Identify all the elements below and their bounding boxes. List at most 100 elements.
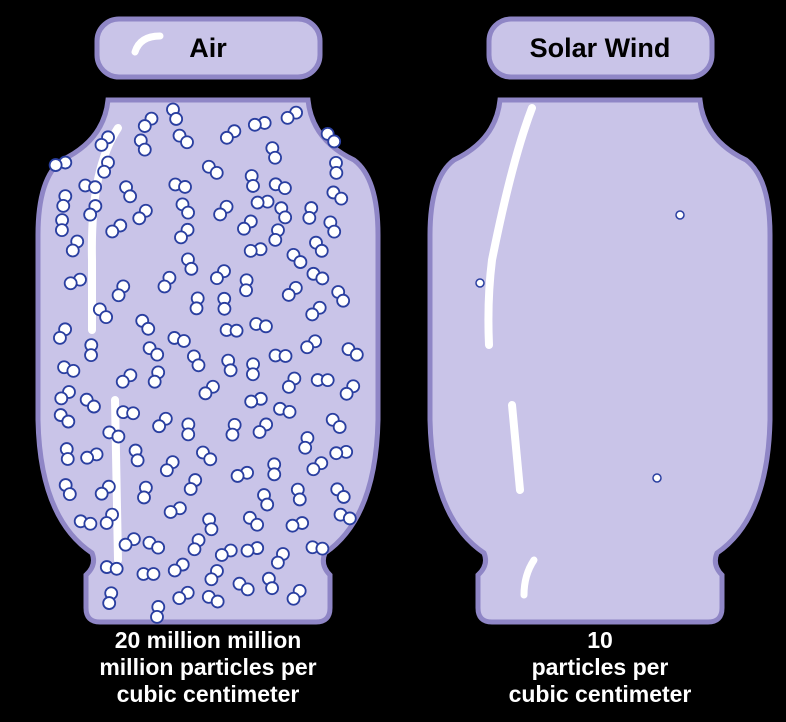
molecule bbox=[78, 178, 103, 195]
atom bbox=[265, 581, 279, 596]
atom bbox=[189, 301, 204, 316]
atom bbox=[88, 180, 103, 195]
molecule bbox=[286, 247, 308, 269]
molecule bbox=[221, 353, 238, 378]
molecule bbox=[247, 116, 272, 132]
particle bbox=[475, 278, 485, 288]
atom bbox=[305, 307, 320, 322]
molecule bbox=[196, 445, 218, 467]
molecule bbox=[204, 564, 224, 587]
atom bbox=[314, 243, 329, 258]
molecule bbox=[111, 279, 131, 303]
atom bbox=[102, 596, 117, 610]
atom bbox=[252, 425, 267, 439]
atom bbox=[181, 427, 196, 442]
atom bbox=[329, 446, 344, 461]
atom bbox=[237, 221, 251, 236]
molecule bbox=[202, 512, 219, 537]
molecule bbox=[137, 111, 159, 133]
molecule bbox=[333, 507, 357, 526]
atom bbox=[268, 232, 283, 247]
atom bbox=[187, 542, 202, 557]
atom bbox=[141, 321, 156, 336]
atom bbox=[191, 358, 206, 373]
molecule bbox=[94, 479, 116, 501]
atom bbox=[137, 142, 152, 157]
molecule bbox=[172, 128, 194, 150]
atom bbox=[267, 467, 282, 482]
molecule bbox=[268, 177, 292, 196]
atom bbox=[339, 386, 354, 401]
molecule bbox=[300, 334, 323, 355]
molecule bbox=[232, 576, 255, 597]
atom bbox=[87, 399, 101, 414]
molecule bbox=[330, 482, 351, 504]
atom bbox=[83, 516, 98, 531]
molecule bbox=[310, 373, 335, 388]
molecule bbox=[331, 285, 351, 308]
atom bbox=[209, 165, 224, 180]
atom bbox=[285, 518, 300, 533]
atom bbox=[243, 243, 258, 258]
molecule bbox=[159, 455, 180, 478]
atom bbox=[130, 453, 145, 468]
atom bbox=[123, 189, 138, 204]
atom bbox=[109, 561, 124, 576]
molecule bbox=[172, 585, 195, 605]
molecule bbox=[142, 341, 165, 362]
atom bbox=[204, 572, 219, 587]
atom bbox=[327, 134, 342, 149]
molecule bbox=[53, 408, 76, 429]
atom bbox=[244, 394, 259, 409]
molecule bbox=[116, 405, 141, 421]
atom bbox=[180, 135, 194, 150]
molecule bbox=[290, 482, 307, 507]
molecule bbox=[230, 465, 254, 483]
molecule bbox=[174, 222, 195, 245]
atom bbox=[99, 310, 114, 325]
highlight bbox=[484, 104, 536, 349]
molecule bbox=[323, 215, 342, 239]
molecule bbox=[167, 331, 191, 348]
atom bbox=[157, 279, 172, 294]
molecule bbox=[115, 368, 138, 389]
atom bbox=[302, 210, 317, 225]
atom bbox=[268, 150, 282, 165]
molecule bbox=[181, 417, 196, 442]
atom bbox=[163, 505, 178, 519]
atom bbox=[184, 261, 199, 276]
atom bbox=[300, 340, 315, 355]
atom bbox=[150, 609, 164, 624]
atom bbox=[329, 165, 344, 180]
atom bbox=[219, 130, 234, 145]
molecule bbox=[167, 557, 190, 578]
atom bbox=[62, 487, 77, 502]
molecule bbox=[325, 412, 347, 434]
molecule bbox=[302, 201, 319, 225]
atom bbox=[280, 110, 295, 125]
molecule bbox=[57, 360, 81, 378]
molecule bbox=[137, 480, 153, 505]
molecule bbox=[281, 371, 302, 394]
atom bbox=[282, 405, 297, 419]
atom bbox=[198, 386, 213, 401]
molecule bbox=[249, 317, 273, 334]
molecule bbox=[175, 197, 195, 220]
molecule bbox=[280, 105, 303, 125]
atom bbox=[210, 271, 224, 286]
atom bbox=[229, 323, 244, 338]
atom bbox=[54, 391, 69, 406]
molecule bbox=[265, 141, 282, 165]
atom bbox=[80, 450, 95, 465]
molecule bbox=[219, 323, 244, 338]
atom bbox=[55, 223, 69, 238]
molecule bbox=[242, 510, 265, 532]
atom bbox=[167, 563, 182, 578]
molecule bbox=[132, 203, 153, 226]
atom bbox=[332, 420, 347, 434]
jar-label: Air bbox=[189, 33, 227, 63]
molecule bbox=[150, 600, 166, 624]
molecule bbox=[142, 535, 166, 555]
molecule bbox=[163, 501, 187, 519]
molecule bbox=[73, 514, 98, 531]
